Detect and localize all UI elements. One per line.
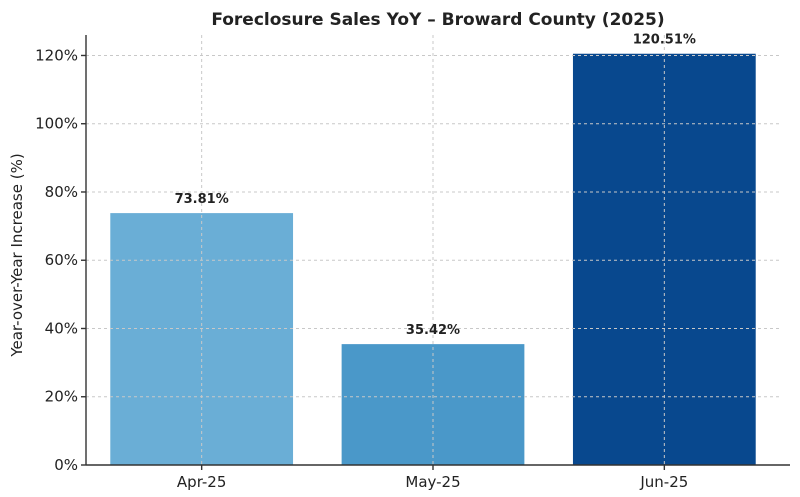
- data-label: 120.51%: [633, 33, 696, 48]
- bars: [110, 53, 756, 465]
- y-tick-label: 20%: [45, 388, 78, 406]
- x-tick-label: Apr-25: [177, 473, 227, 491]
- x-tick-label: Jun-25: [639, 473, 688, 491]
- x-tick-label: May-25: [405, 473, 460, 491]
- y-tick-label: 100%: [35, 115, 78, 133]
- y-tick-label: 60%: [45, 251, 78, 269]
- y-tick-label: 80%: [45, 183, 78, 201]
- y-tick-label: 120%: [35, 46, 78, 64]
- y-axis-label: Year-over-Year Increase (%): [8, 153, 26, 357]
- labels: 0% 20% 40% 60% 80% 100% 120% Apr-25 73.81% May-25…: [35, 33, 696, 491]
- y-tick-label: 40%: [45, 319, 78, 337]
- chart-title: Foreclosure Sales YoY – Broward County (…: [211, 10, 664, 30]
- bar: [341, 344, 525, 465]
- axes: [81, 35, 790, 470]
- data-label: 73.81%: [175, 192, 229, 207]
- y-tick-label: 0%: [54, 456, 78, 474]
- data-label: 35.42%: [406, 323, 460, 338]
- bar: [110, 213, 294, 465]
- gridlines: [86, 35, 780, 465]
